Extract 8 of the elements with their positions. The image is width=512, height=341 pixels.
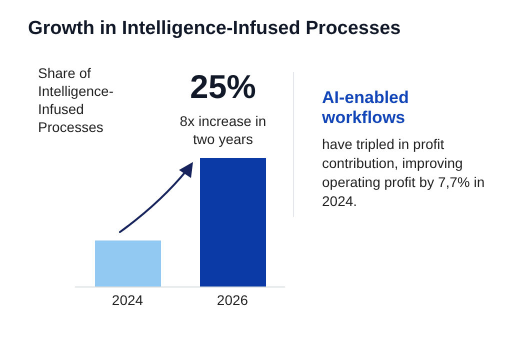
x-tick-label: 2026: [216, 292, 248, 308]
text: 8x increase in two years: [178, 112, 268, 148]
text: 25%: [188, 68, 258, 106]
text: have tripled in profit contribution, improving operating profit by 7,7% in 2024.: [322, 135, 486, 211]
y-axis-title: Share of Intelligence-Infused Processes: [38, 64, 114, 136]
text: AI-enabled workflows: [322, 88, 410, 128]
x-tick-label: 2024: [112, 292, 144, 308]
chart-title: Growth in Intelligence-Infused Processes: [28, 18, 401, 40]
